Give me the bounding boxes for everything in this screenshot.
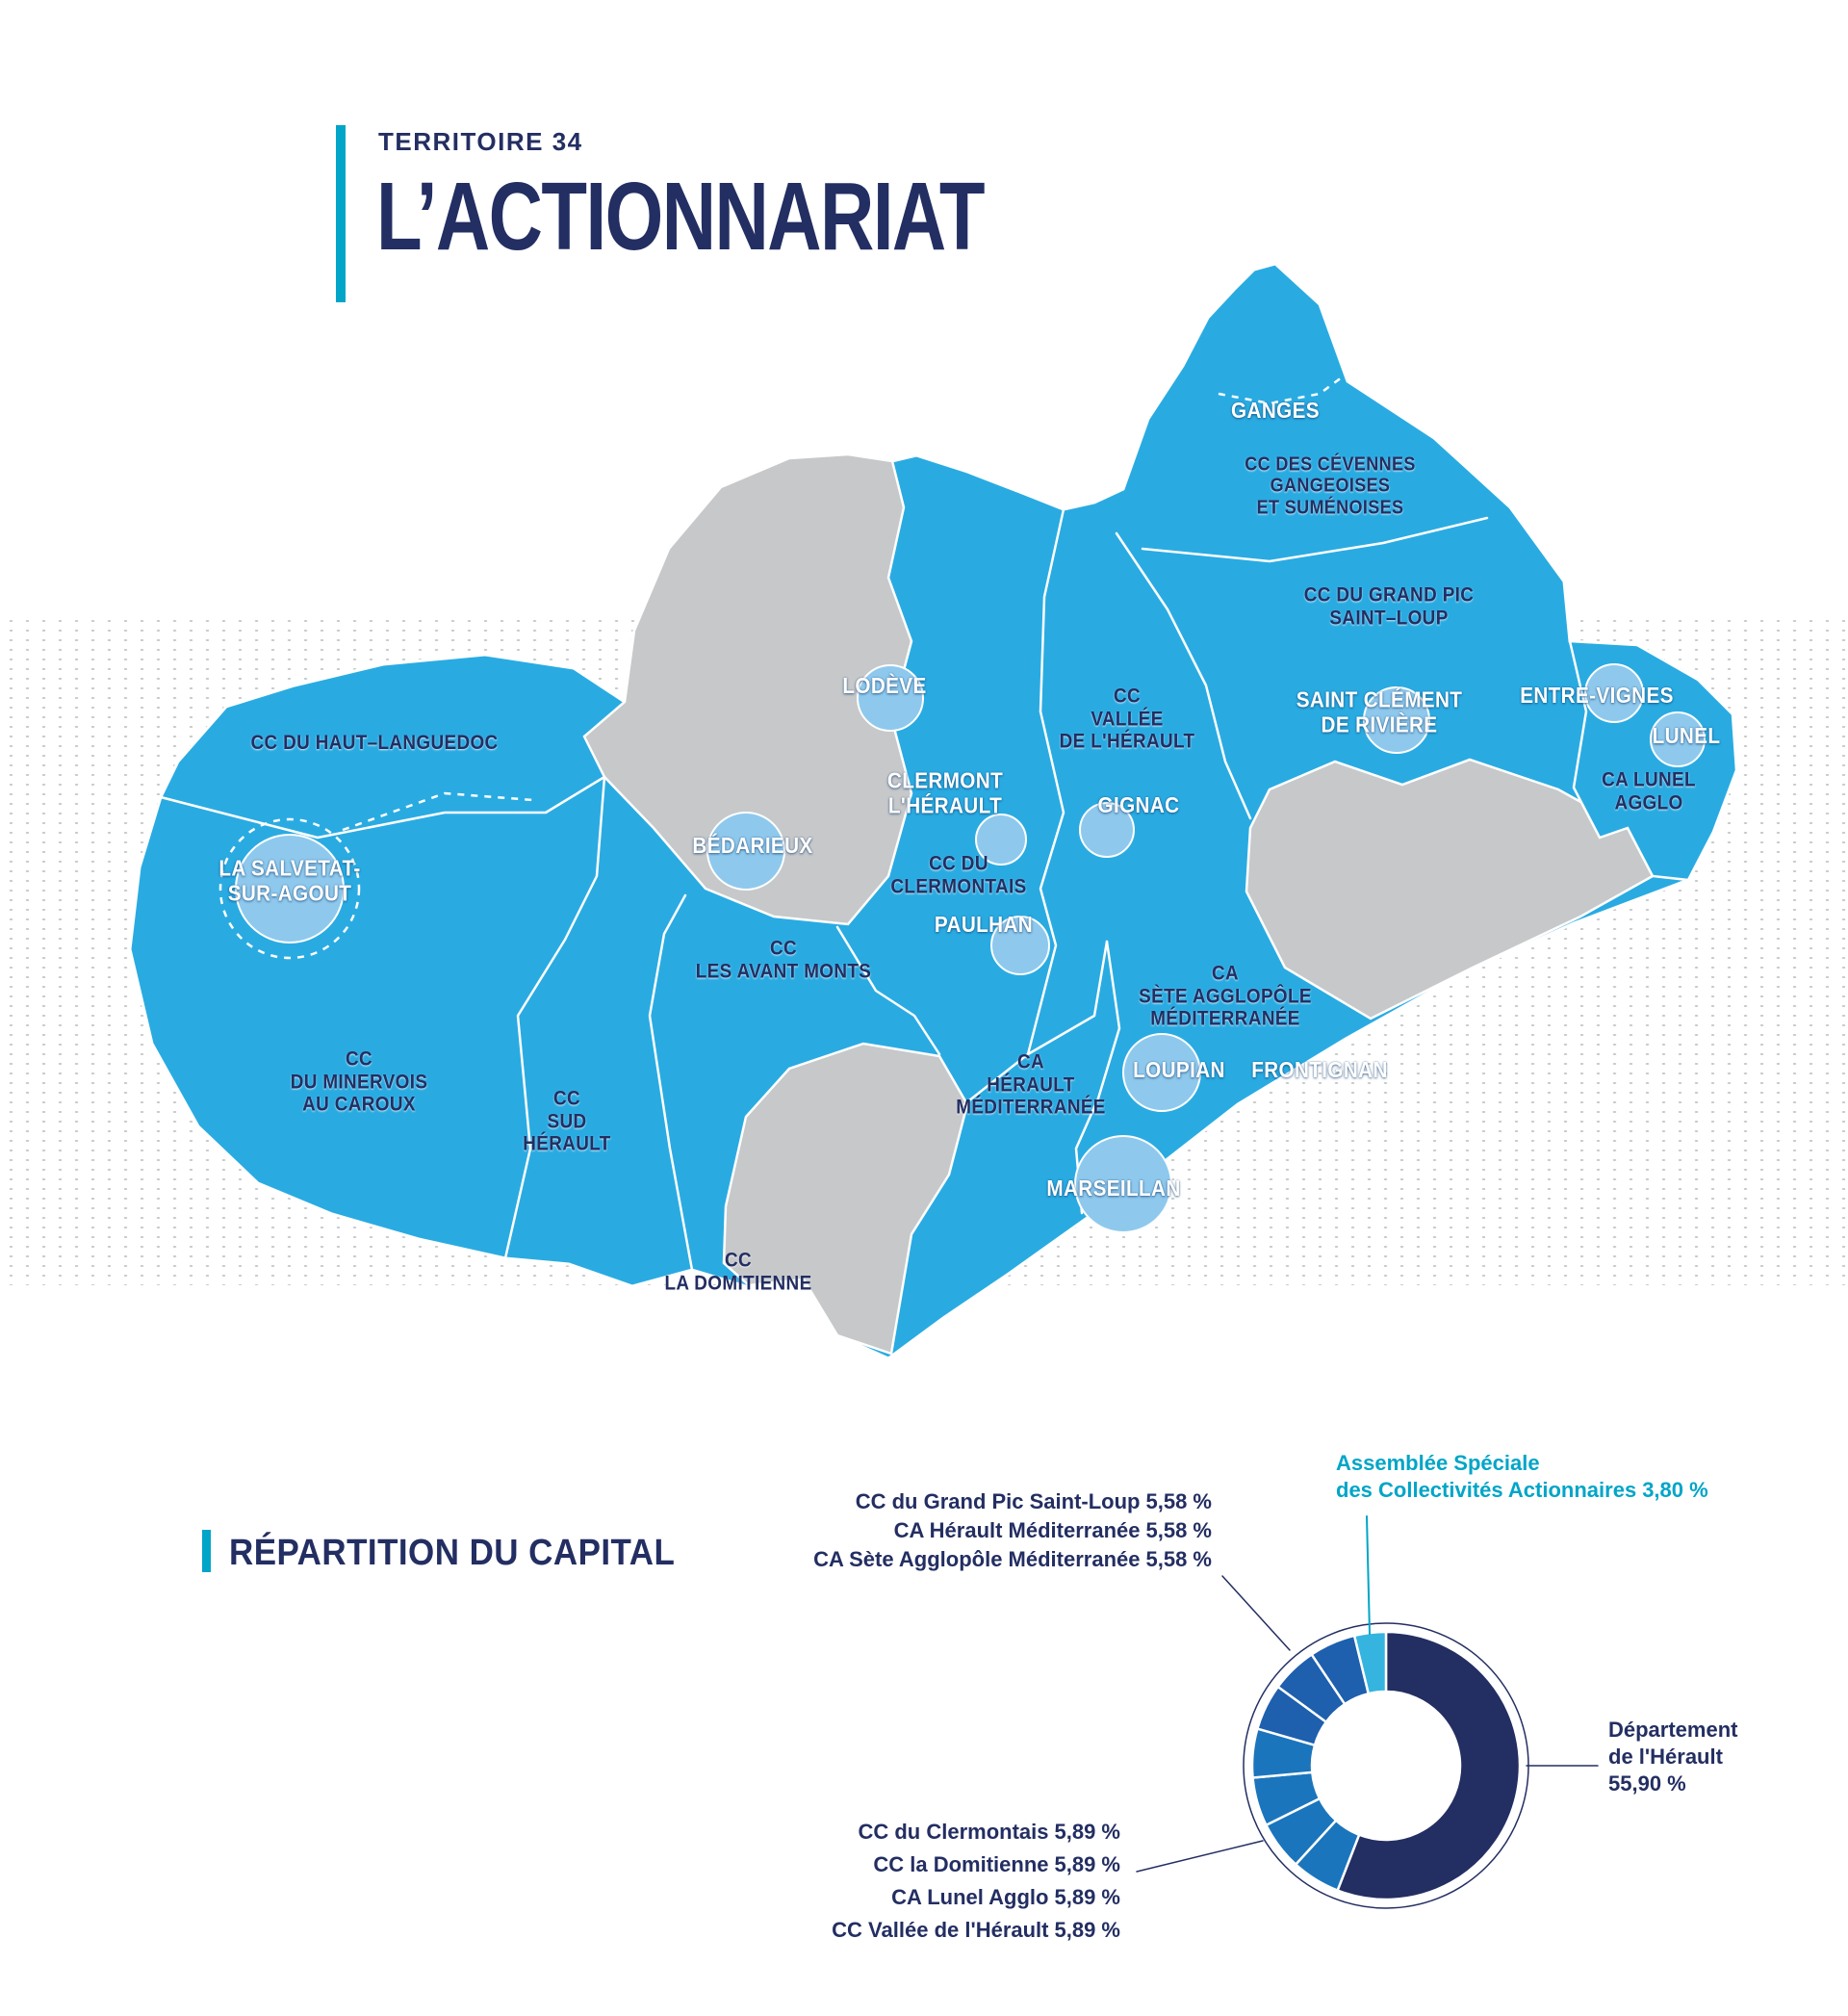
leader-line-group-558 (1221, 1575, 1291, 1651)
donut-segment-d-partement-de-l-h-rault (1336, 1630, 1522, 1901)
gignac-town-area (1079, 802, 1135, 858)
page-title: L’ACTIONNARIAT (376, 163, 986, 271)
map-dashed-borders (218, 373, 1347, 960)
map-internal-borders (159, 507, 1489, 1272)
capital-heading: RÉPARTITION DU CAPITAL (229, 1533, 676, 1573)
callout-line: CC du Grand Pic Saint-Loup 5,58 % (813, 1487, 1212, 1516)
callout-name: Assemblée Spéciale (1336, 1451, 1540, 1475)
callout-value: 5,58 % (1145, 1518, 1213, 1542)
callout-line: CC Vallée de l'Hérault 5,89 % (832, 1914, 1120, 1947)
heading-accent-bar (202, 1530, 211, 1572)
donut-segment-assembl-e-sp-ciale-des-collectivit-s-actionnaires (1352, 1630, 1388, 1695)
callout-group-558: CC du Grand Pic Saint-Loup 5,58 % CA Héra… (813, 1487, 1212, 1574)
map-town-areas (235, 663, 1706, 1233)
callout-value: 5,89 % (1054, 1820, 1121, 1844)
callout-line: CA Hérault Méditerranée 5,58 % (813, 1516, 1212, 1545)
callout-value: 5,58 % (1145, 1547, 1213, 1571)
callout-name: de l'Hérault (1608, 1745, 1723, 1769)
paulhan-town-area (990, 916, 1050, 975)
callout-value: 55,90 % (1608, 1771, 1686, 1796)
callout-line: CC la Domitienne 5,89 % (832, 1848, 1120, 1881)
callout-name: Département (1608, 1718, 1738, 1742)
title-accent-bar (336, 125, 346, 302)
callout-value: 3,80 % (1642, 1478, 1708, 1502)
callout-name: CA Sète Agglopôle Méditerranée (813, 1547, 1141, 1571)
clermont-town-area (975, 814, 1027, 866)
entre-vignes-area (1584, 663, 1644, 723)
callout-name: CC Vallée de l'Hérault (832, 1918, 1049, 1942)
lunel-town-area (1650, 711, 1706, 767)
leader-line-group-589 (1136, 1840, 1264, 1873)
callout-line: CC du Clermontais 5,89 % (832, 1816, 1120, 1848)
callout-value: 5,89 % (1054, 1885, 1121, 1909)
bedarieux-town-area (706, 812, 785, 891)
callout-assemblee-speciale: Assemblée Spéciale des Collectivités Act… (1336, 1450, 1708, 1504)
callout-name: CC la Domitienne (873, 1852, 1049, 1876)
callout-value: 5,89 % (1054, 1852, 1121, 1876)
marseillan-town-area (1074, 1135, 1172, 1233)
donut-leader-lines (1136, 1515, 1599, 1873)
la-salvetat-area (235, 834, 345, 943)
loupian-town-area (1122, 1033, 1201, 1112)
header: TERRITOIRE 34 L’ACTIONNARIAT (336, 121, 1125, 314)
callout-name: CA Hérault Méditerranée (893, 1518, 1141, 1542)
callout-line: Assemblée Spéciale (1336, 1450, 1708, 1477)
lodeve-town-area (857, 664, 924, 732)
saint-clement-town-area (1363, 686, 1430, 754)
callout-line: CA Lunel Agglo 5,89 % (832, 1881, 1120, 1914)
callout-name: CC du Clermontais (858, 1820, 1049, 1844)
map-gray-beziers (722, 1042, 969, 1356)
callout-departement: Département de l'Hérault 55,90 % (1608, 1717, 1737, 1797)
eyebrow-territory: TERRITOIRE 34 (378, 127, 583, 156)
callout-value: 5,89 % (1054, 1918, 1121, 1942)
map-gray-montpellier (1245, 758, 1655, 1021)
callout-name: CC du Grand Pic Saint-Loup (855, 1489, 1141, 1513)
callout-name: des Collectivités Actionnaires (1336, 1478, 1637, 1502)
callout-value: 5,58 % (1145, 1489, 1213, 1513)
callout-name: CA Lunel Agglo (891, 1885, 1049, 1909)
leader-line-assemblee (1366, 1515, 1371, 1635)
callout-line: CA Sète Agglopôle Méditerranée 5,58 % (813, 1545, 1212, 1574)
callout-group-589: CC du Clermontais 5,89 % CC la Domitienne… (832, 1816, 1120, 1947)
callout-line: des Collectivités Actionnaires 3,80 % (1336, 1477, 1708, 1504)
donut-segments (1250, 1630, 1522, 1901)
